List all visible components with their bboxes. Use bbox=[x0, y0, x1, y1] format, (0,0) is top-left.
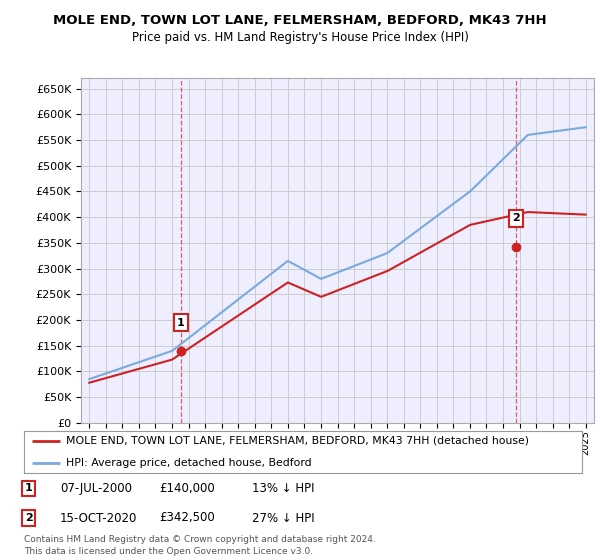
Text: 1: 1 bbox=[177, 318, 185, 328]
Text: 15-OCT-2020: 15-OCT-2020 bbox=[60, 511, 137, 525]
Text: 27% ↓ HPI: 27% ↓ HPI bbox=[252, 511, 314, 525]
Text: Price paid vs. HM Land Registry's House Price Index (HPI): Price paid vs. HM Land Registry's House … bbox=[131, 31, 469, 44]
Text: 13% ↓ HPI: 13% ↓ HPI bbox=[252, 482, 314, 495]
Text: £140,000: £140,000 bbox=[159, 482, 215, 495]
Text: 1: 1 bbox=[25, 483, 32, 493]
Text: 2: 2 bbox=[25, 513, 32, 523]
Text: MOLE END, TOWN LOT LANE, FELMERSHAM, BEDFORD, MK43 7HH (detached house): MOLE END, TOWN LOT LANE, FELMERSHAM, BED… bbox=[66, 436, 529, 446]
Text: 07-JUL-2000: 07-JUL-2000 bbox=[60, 482, 132, 495]
Text: £342,500: £342,500 bbox=[159, 511, 215, 525]
Text: This data is licensed under the Open Government Licence v3.0.: This data is licensed under the Open Gov… bbox=[24, 548, 313, 557]
Text: MOLE END, TOWN LOT LANE, FELMERSHAM, BEDFORD, MK43 7HH: MOLE END, TOWN LOT LANE, FELMERSHAM, BED… bbox=[53, 14, 547, 27]
Text: Contains HM Land Registry data © Crown copyright and database right 2024.: Contains HM Land Registry data © Crown c… bbox=[24, 535, 376, 544]
Text: 2: 2 bbox=[512, 213, 520, 223]
Text: HPI: Average price, detached house, Bedford: HPI: Average price, detached house, Bedf… bbox=[66, 458, 311, 468]
